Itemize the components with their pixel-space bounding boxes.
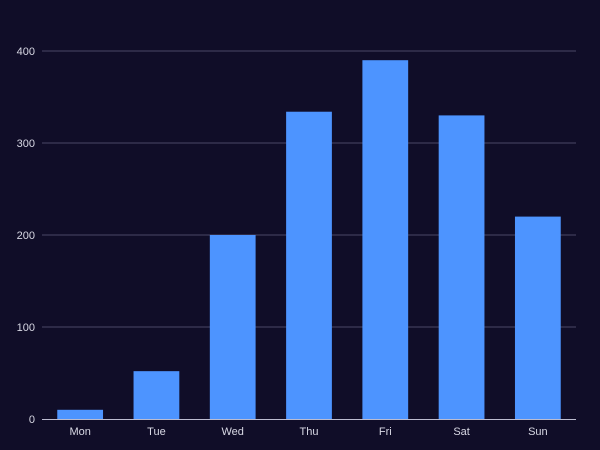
bars	[57, 60, 561, 420]
y-tick-label: 0	[29, 414, 35, 426]
bar-thu	[286, 111, 332, 419]
bar-sat	[438, 115, 485, 420]
x-tick-labels: Mon Tue Wed Thu Fri Sat Sun	[69, 426, 547, 438]
x-tick-label: Tue	[147, 426, 166, 438]
bar-mon	[57, 409, 104, 419]
x-tick-label: Sun	[528, 426, 548, 438]
x-tick-label: Thu	[300, 426, 319, 438]
x-tick-label: Mon	[69, 426, 90, 438]
bar-wed	[209, 235, 256, 419]
y-tick-labels: 0 100 200 300 400	[17, 46, 35, 426]
x-tick-label: Sat	[453, 426, 470, 438]
x-tick-label: Fri	[379, 426, 392, 438]
y-tick-label: 400	[17, 46, 35, 58]
bar-tue	[133, 371, 180, 419]
x-tick-label: Wed	[222, 426, 244, 438]
y-tick-label: 300	[17, 138, 35, 150]
y-tick-label: 200	[17, 230, 35, 242]
bar-sun	[514, 216, 561, 419]
y-tick-label: 100	[17, 322, 35, 334]
bar-fri	[362, 60, 409, 419]
